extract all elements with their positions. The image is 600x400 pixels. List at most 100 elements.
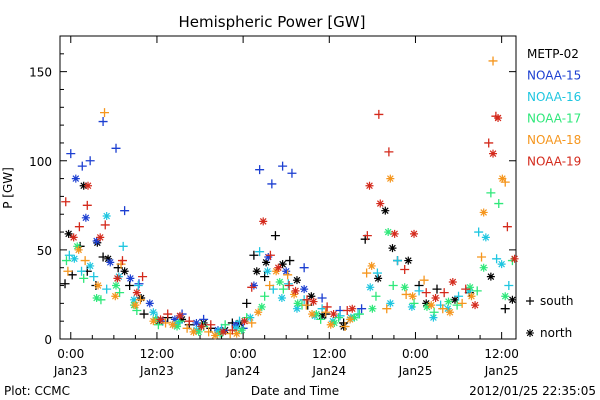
north-marker bbox=[168, 320, 177, 329]
north-marker bbox=[232, 329, 241, 338]
south-marker bbox=[89, 272, 99, 282]
south-marker bbox=[334, 313, 344, 323]
legend-entry: NOAA-18 bbox=[527, 133, 581, 147]
north-marker bbox=[84, 181, 93, 190]
south-marker bbox=[278, 161, 288, 171]
north-marker bbox=[249, 281, 258, 290]
north-marker bbox=[81, 213, 90, 222]
north-marker bbox=[291, 286, 300, 295]
north-marker bbox=[376, 199, 385, 208]
north-marker bbox=[318, 311, 327, 320]
south-marker bbox=[133, 281, 143, 291]
south-marker bbox=[278, 284, 288, 294]
south-marker bbox=[400, 264, 410, 274]
x-tick-time-label: 12:00 bbox=[140, 347, 175, 361]
north-marker bbox=[192, 318, 201, 327]
north-marker bbox=[465, 286, 474, 295]
south-marker bbox=[454, 291, 464, 301]
south-marker bbox=[384, 147, 394, 157]
x-tick-date-label: Jan25 bbox=[484, 364, 519, 378]
series-noaa-18 bbox=[63, 56, 510, 340]
series-noaa-15 bbox=[66, 117, 367, 335]
south-marker bbox=[287, 168, 297, 178]
data-points bbox=[60, 56, 519, 340]
south-marker bbox=[502, 222, 512, 232]
south-marker bbox=[260, 291, 270, 301]
north-marker bbox=[309, 297, 318, 306]
north-marker bbox=[92, 236, 101, 245]
north-marker bbox=[431, 294, 440, 303]
north-marker bbox=[263, 267, 272, 276]
north-marker bbox=[131, 301, 140, 310]
marker-legend-label: north bbox=[540, 326, 572, 340]
y-tick-label: 100 bbox=[29, 155, 52, 169]
x-tick-date-label: Jan25 bbox=[398, 364, 433, 378]
north-marker bbox=[494, 113, 503, 122]
south-marker bbox=[317, 293, 327, 303]
south-marker bbox=[138, 272, 148, 282]
north-marker bbox=[479, 263, 488, 272]
north-marker bbox=[231, 324, 240, 333]
north-marker bbox=[92, 294, 101, 303]
south-marker bbox=[242, 298, 252, 308]
south-marker bbox=[255, 165, 265, 175]
series-metp-02 bbox=[60, 181, 517, 335]
north-marker bbox=[386, 174, 395, 183]
south-marker bbox=[265, 281, 275, 291]
north-marker bbox=[501, 292, 510, 301]
north-marker bbox=[278, 260, 287, 269]
plot-source: Plot: CCMC bbox=[4, 384, 70, 398]
north-marker bbox=[374, 274, 383, 283]
south-marker bbox=[284, 281, 294, 291]
south-marker bbox=[477, 252, 487, 262]
north-marker bbox=[408, 292, 417, 301]
south-marker bbox=[484, 138, 494, 148]
north-marker bbox=[486, 272, 495, 281]
south-marker bbox=[134, 279, 144, 289]
north-marker bbox=[445, 308, 454, 317]
north-marker bbox=[326, 320, 335, 329]
north-marker bbox=[422, 302, 431, 311]
south-marker bbox=[85, 156, 95, 166]
north-marker bbox=[290, 290, 299, 299]
north-marker bbox=[70, 254, 79, 263]
north-marker bbox=[467, 292, 476, 301]
north-marker bbox=[390, 229, 399, 238]
x-tick-time-label: 0:00 bbox=[402, 347, 429, 361]
south-marker bbox=[182, 323, 192, 333]
legend-entry: NOAA-15 bbox=[527, 69, 581, 83]
north-marker bbox=[429, 313, 438, 322]
north-marker bbox=[312, 310, 321, 319]
south-marker bbox=[74, 222, 84, 232]
south-marker bbox=[100, 108, 110, 118]
north-marker bbox=[111, 292, 120, 301]
south-marker bbox=[494, 199, 504, 209]
north-marker bbox=[259, 217, 268, 226]
north-marker bbox=[73, 242, 82, 251]
north-marker bbox=[126, 274, 135, 283]
north-marker bbox=[96, 233, 105, 242]
south-marker bbox=[125, 281, 135, 291]
south-marker bbox=[414, 286, 424, 296]
south-marker bbox=[204, 327, 214, 337]
y-tick-label: 50 bbox=[37, 244, 52, 258]
south-marker bbox=[401, 289, 411, 299]
south-marker bbox=[163, 309, 173, 319]
series-noaa-19 bbox=[61, 109, 519, 336]
south-marker bbox=[60, 279, 70, 289]
south-marker bbox=[120, 206, 130, 216]
south-marker bbox=[322, 302, 332, 312]
marker-legend-entry: south bbox=[526, 294, 574, 308]
south-marker bbox=[354, 309, 364, 319]
south-marker bbox=[247, 282, 257, 292]
south-marker bbox=[220, 320, 230, 330]
marker-legend: south north bbox=[526, 294, 574, 340]
north-marker bbox=[86, 261, 95, 270]
south-marker bbox=[249, 250, 259, 260]
south-marker bbox=[438, 304, 448, 314]
x-tick-time-label: 12:00 bbox=[312, 347, 347, 361]
south-marker bbox=[255, 247, 265, 257]
marker-legend-entry: north bbox=[526, 326, 572, 340]
x-tick-date-label: Jan23 bbox=[53, 364, 88, 378]
